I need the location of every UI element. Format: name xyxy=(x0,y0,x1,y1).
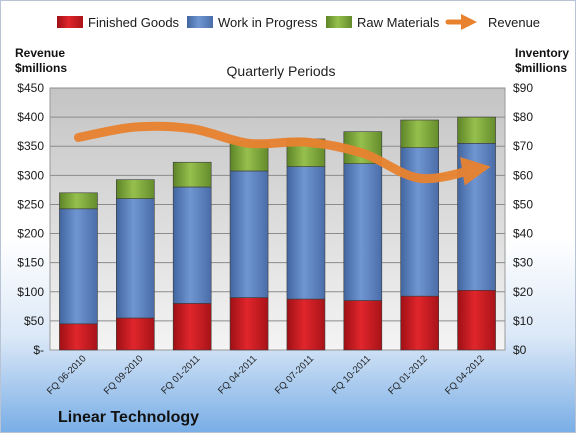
left-tick-label: $250 xyxy=(17,197,44,211)
chart-subtitle: Quarterly Periods xyxy=(227,63,336,79)
bar-work-in-progress xyxy=(172,186,212,304)
legend: Finished Goods Work in Progress Raw Mate… xyxy=(57,13,540,30)
left-tick-label: $50 xyxy=(24,314,44,328)
legend-item-finished-goods: Finished Goods xyxy=(57,15,180,30)
legend-label-revenue: Revenue xyxy=(488,15,540,30)
left-tick-label: $200 xyxy=(17,227,44,241)
company-name: Linear Technology xyxy=(58,409,199,426)
category-label: FQ 10-2011 xyxy=(330,353,373,396)
right-axis-title-line2: $millions xyxy=(515,61,567,75)
legend-swatch-raw-materials xyxy=(326,16,352,28)
legend-swatch-work-in-progress xyxy=(187,16,213,28)
left-tick-label: $400 xyxy=(17,110,44,124)
left-tick-label: $350 xyxy=(17,139,44,153)
category-label: FQ 09-2010 xyxy=(102,353,146,397)
bar-work-in-progress xyxy=(116,198,155,319)
right-tick-label: $10 xyxy=(513,314,533,328)
bar-work-in-progress xyxy=(229,170,269,298)
bar-raw-materials xyxy=(172,161,212,188)
bar-finished-goods xyxy=(116,317,155,351)
category-labels: FQ 06-2010 FQ 09-2010 FQ 01-2011 FQ 04-2011… xyxy=(45,353,487,397)
right-tick-label: $80 xyxy=(513,110,533,124)
bar-finished-goods xyxy=(400,295,439,351)
bar-work-in-progress xyxy=(343,163,383,301)
right-tick-label: $60 xyxy=(513,168,533,182)
bar-finished-goods xyxy=(229,297,269,351)
bar-finished-goods xyxy=(343,300,383,351)
legend-label-finished-goods: Finished Goods xyxy=(88,15,180,30)
right-tick-label: $20 xyxy=(513,285,533,299)
category-label: FQ 04-2011 xyxy=(216,353,259,396)
category-label: FQ 01-2011 xyxy=(159,353,202,396)
left-tick-label: $150 xyxy=(17,256,44,270)
legend-item-raw-materials: Raw Materials xyxy=(326,15,440,30)
bar-work-in-progress xyxy=(286,166,326,300)
bar-raw-materials xyxy=(116,179,155,199)
bar-finished-goods xyxy=(457,290,496,351)
right-axis-title-line1: Inventory xyxy=(515,46,569,60)
revenue-line-path xyxy=(73,121,491,186)
category-label: FQ 04-2012 xyxy=(443,353,487,397)
category-label: FQ 01-2012 xyxy=(386,353,430,397)
left-axis-title-line1: Revenue xyxy=(15,46,65,60)
left-tick-label: $100 xyxy=(17,285,44,299)
right-tick-label: $90 xyxy=(513,81,533,95)
legend-item-work-in-progress: Work in Progress xyxy=(187,15,318,30)
right-tick-label: $30 xyxy=(513,256,533,270)
bar-finished-goods xyxy=(172,303,212,351)
bar-finished-goods xyxy=(59,323,98,351)
legend-label-raw-materials: Raw Materials xyxy=(357,15,440,30)
left-axis-title-line2: $millions xyxy=(15,61,67,75)
bar-work-in-progress xyxy=(59,208,98,325)
revenue-line xyxy=(73,121,491,186)
right-tick-label: $40 xyxy=(513,227,533,241)
right-tick-label: $50 xyxy=(513,197,533,211)
left-tick-label: $- xyxy=(33,343,44,357)
right-tick-label: $0 xyxy=(513,343,527,357)
category-label: FQ 07-2011 xyxy=(273,353,316,396)
left-tick-label: $450 xyxy=(17,81,44,95)
category-label: FQ 06-2010 xyxy=(45,353,89,397)
bar-raw-materials xyxy=(400,119,439,148)
left-tick-label: $300 xyxy=(17,168,44,182)
legend-item-revenue: Revenue xyxy=(445,13,540,30)
right-axis-ticks: $0 $10 $20 $30 $40 $50 $60 $70 $80 $90 xyxy=(513,81,533,357)
left-axis-ticks: $- $50 $100 $150 $200 $250 $300 $350 $400 $450 xyxy=(17,81,44,357)
legend-label-work-in-progress: Work in Progress xyxy=(218,15,318,30)
right-tick-label: $70 xyxy=(513,139,533,153)
legend-swatch-finished-goods xyxy=(57,16,83,28)
bar-finished-goods xyxy=(286,298,326,351)
bar-raw-materials xyxy=(59,192,98,210)
bar-raw-materials xyxy=(457,116,496,144)
